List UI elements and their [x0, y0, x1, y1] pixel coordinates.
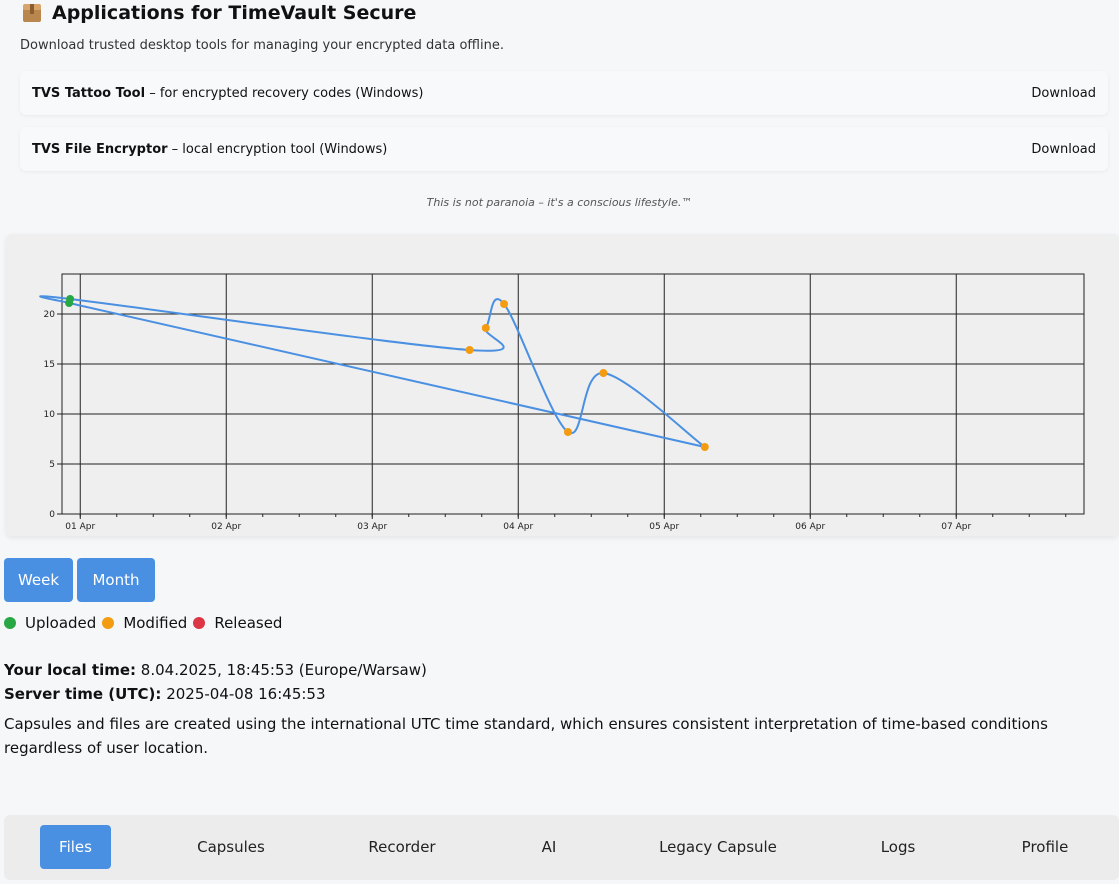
nav-logs[interactable]: Logs — [880, 838, 916, 856]
data-point-modified — [700, 443, 709, 451]
nav-legacy-capsule[interactable]: Legacy Capsule — [659, 838, 777, 856]
nav-recorder[interactable]: Recorder — [368, 838, 436, 856]
plot-frame — [61, 273, 1085, 515]
nav-ai[interactable]: AI — [541, 838, 557, 856]
local-time: Your local time: 8.04.2025, 18:45:53 (Eu… — [4, 661, 427, 679]
legend-released: Released — [193, 614, 282, 632]
download-link[interactable]: Download — [1031, 85, 1096, 101]
y-tick-label: 20 — [44, 310, 56, 320]
data-point-modified — [500, 300, 509, 308]
page-title: Applications for TimeVault Secure — [52, 2, 417, 24]
x-tick-label: 06 Apr — [795, 522, 825, 532]
data-point-modified — [563, 428, 572, 436]
activity-chart: 0 5 10 15 20 01 Apr 02 Apr 03 Apr 04 Apr 05 Apr 06… — [6, 234, 1119, 536]
x-tick-label: 05 Apr — [649, 522, 679, 532]
data-point-uploaded — [66, 295, 75, 303]
server-time: Server time (UTC): 2025-04-08 16:45:53 — [4, 685, 326, 703]
uploaded-dot — [4, 617, 16, 629]
tagline: This is not paranoia – it's a conscious … — [426, 196, 693, 209]
x-tick-label: 01 Apr — [65, 522, 95, 532]
y-tick-label: 15 — [44, 360, 55, 370]
range-buttons: Week Month — [4, 558, 155, 602]
chart-legend: Uploaded Modified Released — [4, 614, 288, 632]
app-description: TVS Tattoo Tool – for encrypted recovery… — [32, 85, 424, 101]
data-point-modified — [465, 346, 474, 354]
app-name: TVS File Encryptor — [32, 141, 168, 157]
package-icon — [22, 3, 42, 23]
x-tick-label: 07 Apr — [941, 522, 971, 532]
download-link[interactable]: Download — [1031, 141, 1096, 157]
data-point-modified — [481, 324, 490, 332]
chart-svg: 0 5 10 15 20 01 Apr 02 Apr 03 Apr 04 Apr 05 Apr 06… — [39, 273, 1085, 532]
week-button[interactable]: Week — [4, 558, 73, 602]
app-description: TVS File Encryptor – local encryption to… — [32, 141, 388, 157]
app-card-file-encryptor: TVS File Encryptor – local encryption to… — [20, 127, 1108, 171]
x-tick-label: 04 Apr — [503, 522, 533, 532]
data-point-modified — [599, 369, 608, 377]
y-tick-label: 10 — [44, 410, 56, 420]
nav-files[interactable]: Files — [40, 825, 111, 869]
y-tick-label: 0 — [49, 510, 55, 520]
x-tick-label: 02 Apr — [211, 522, 241, 532]
utc-note: Capsules and files are created using the… — [4, 715, 1049, 757]
modified-dot — [102, 617, 115, 629]
header: Applications for TimeVault Secure — [22, 2, 416, 24]
app-card-tattoo-tool: TVS Tattoo Tool – for encrypted recovery… — [20, 71, 1108, 115]
nav-capsules[interactable]: Capsules — [197, 838, 265, 856]
page-subtitle: Download trusted desktop tools for manag… — [20, 38, 504, 53]
app-name: TVS Tattoo Tool — [32, 85, 146, 101]
y-tick-label: 5 — [49, 460, 55, 470]
x-tick-label: 03 Apr — [357, 522, 387, 532]
released-dot — [193, 617, 206, 629]
month-button[interactable]: Month — [77, 558, 155, 602]
legend-modified: Modified — [102, 614, 187, 632]
legend-uploaded: Uploaded — [4, 614, 96, 632]
bottom-nav: Files Capsules Recorder AI Legacy Capsul… — [4, 815, 1119, 880]
nav-profile[interactable]: Profile — [1021, 838, 1069, 856]
